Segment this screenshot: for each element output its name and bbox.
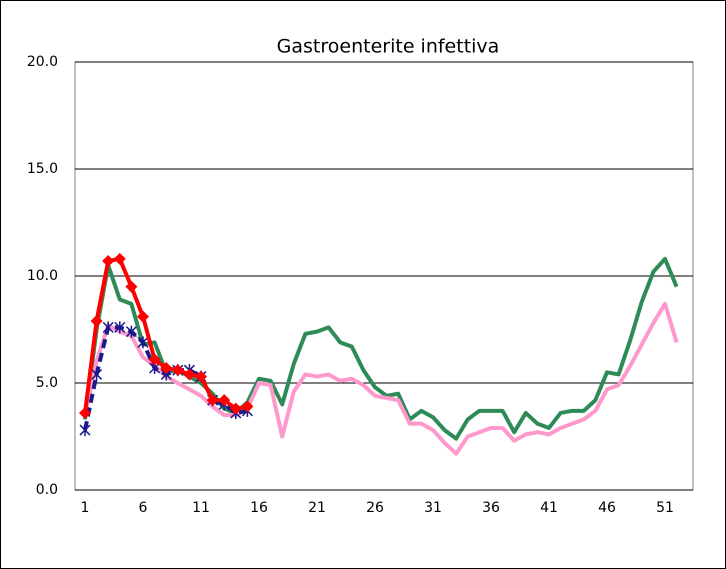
marker <box>102 255 115 268</box>
marker <box>148 353 161 366</box>
x-tick-label: 36 <box>482 500 500 516</box>
x-tick-label: 51 <box>656 500 674 516</box>
x-tick-label: 26 <box>366 500 384 516</box>
y-tick-label: 5.0 <box>36 375 58 391</box>
x-tick-label: 16 <box>250 500 268 516</box>
marker <box>137 336 149 349</box>
marker <box>171 364 184 377</box>
marker <box>229 402 242 415</box>
x-tick-label: 1 <box>81 500 90 516</box>
marker <box>218 394 231 407</box>
marker <box>137 310 149 323</box>
marker <box>183 368 196 381</box>
x-tick-label: 41 <box>540 500 558 516</box>
marker <box>125 325 137 338</box>
x-tick-label: 6 <box>139 500 148 516</box>
chart-title: Gastroenterite infettiva <box>277 36 500 58</box>
marker <box>90 314 103 327</box>
marker <box>113 252 126 265</box>
marker <box>114 321 126 334</box>
marker <box>160 362 173 375</box>
x-tick-label: 46 <box>598 500 616 516</box>
marker <box>125 280 138 293</box>
marker <box>91 368 103 381</box>
y-tick-label: 10.0 <box>27 268 58 284</box>
series-line <box>83 301 679 456</box>
y-tick-label: 0.0 <box>36 482 58 498</box>
marker <box>102 321 114 334</box>
y-tick-label: 15.0 <box>27 161 58 177</box>
marker <box>241 400 254 413</box>
marker <box>195 370 207 383</box>
x-tick-label: 11 <box>192 500 210 516</box>
x-tick-label: 31 <box>424 500 442 516</box>
marker <box>206 394 219 407</box>
x-tick-label: 21 <box>308 500 326 516</box>
marker <box>79 424 91 437</box>
marker <box>79 406 91 419</box>
y-tick-label: 20.0 <box>27 54 58 70</box>
